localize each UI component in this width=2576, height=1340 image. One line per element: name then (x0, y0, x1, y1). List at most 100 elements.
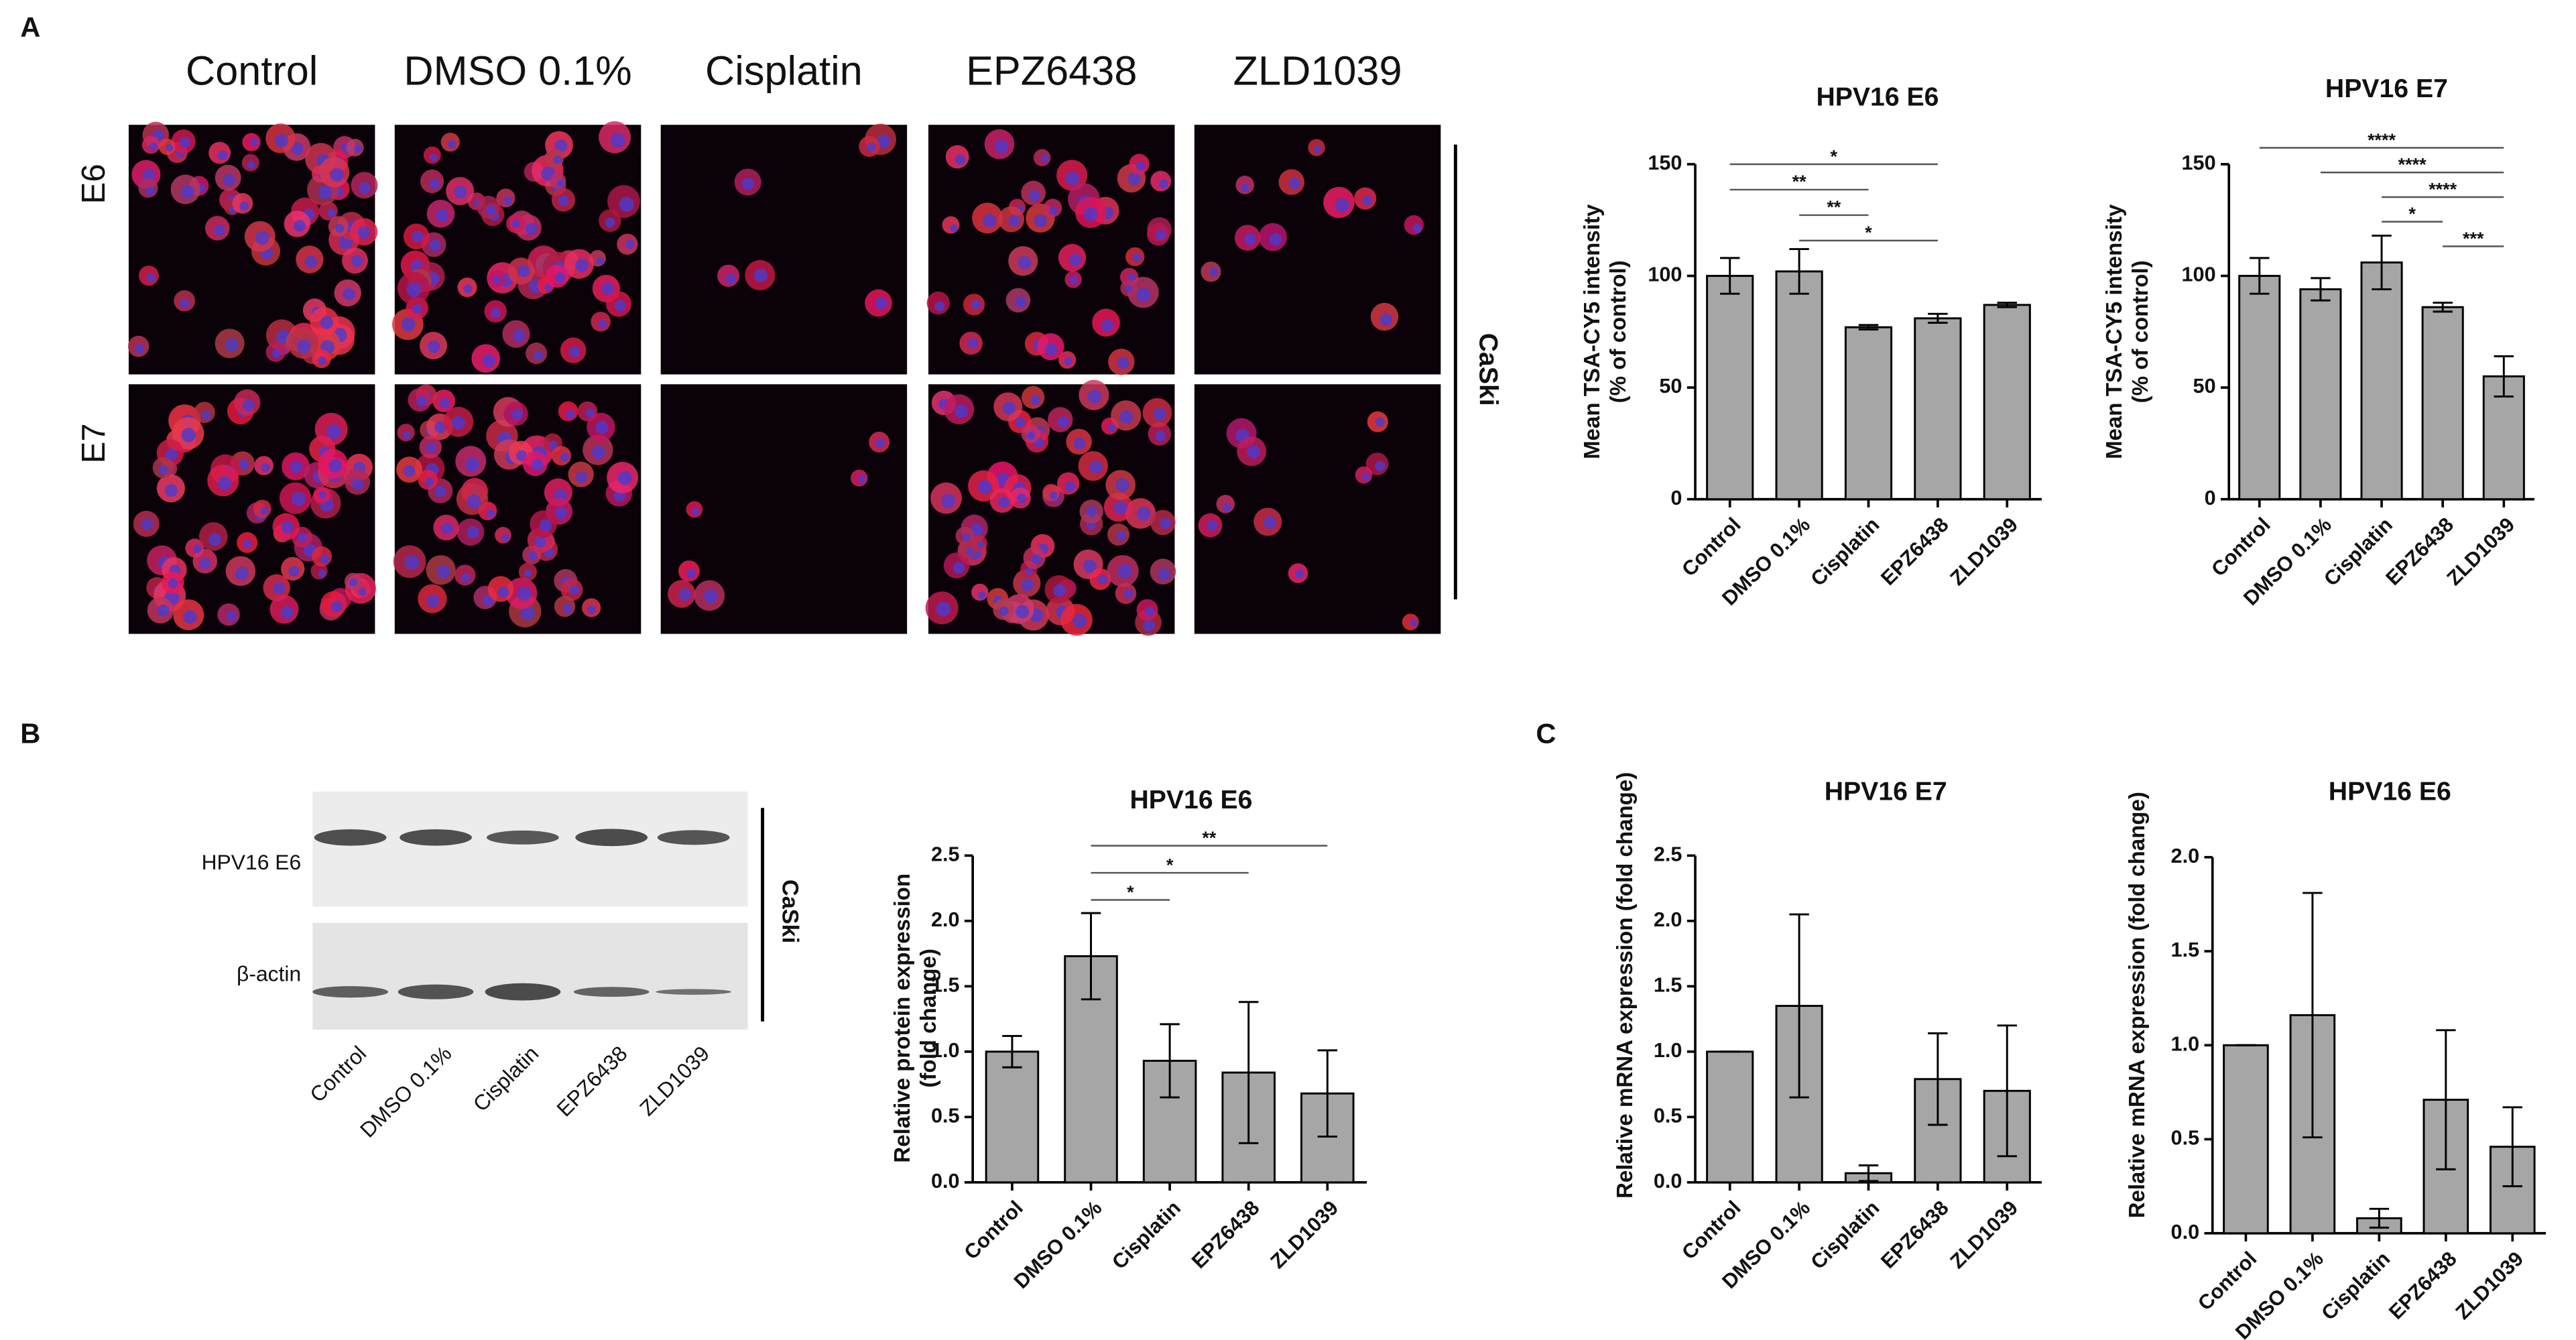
nucleus (1156, 230, 1166, 241)
column-header: DMSO 0.1% (404, 48, 631, 93)
nucleus (1097, 574, 1107, 585)
nucleus (1136, 507, 1151, 521)
nucleus (1018, 255, 1032, 269)
nucleus (235, 566, 249, 581)
significance-label: * (1166, 855, 1174, 875)
nucleus (1030, 395, 1041, 406)
chart-title: HPV16 E7 (2325, 74, 2448, 103)
band-label: HPV16 E6 (202, 850, 302, 874)
nucleus (1241, 183, 1249, 192)
nucleus (1375, 417, 1385, 427)
nucleus (1207, 520, 1218, 531)
nucleus (617, 471, 632, 485)
nucleus (1269, 233, 1282, 246)
nucleus (250, 138, 259, 147)
nucleus (359, 182, 371, 194)
nucleus (1116, 530, 1127, 541)
nucleus (1114, 501, 1127, 515)
nucleus (1115, 478, 1129, 492)
blot-band (575, 829, 648, 847)
nucleus (1021, 578, 1034, 591)
nucleus (291, 491, 306, 507)
nucleus (596, 257, 604, 265)
nucleus (281, 521, 294, 534)
cell-line-label: CaSki (1474, 333, 1503, 406)
error-bar (2502, 1106, 2522, 1188)
nucleus (180, 185, 194, 198)
cell (549, 172, 566, 190)
nucleus (296, 339, 311, 354)
micrograph (926, 125, 1175, 375)
nucleus (556, 180, 565, 188)
y-tick-label: 1.5 (2171, 938, 2200, 961)
nucleus (953, 562, 965, 574)
nucleus (429, 239, 441, 251)
nucleus (351, 255, 363, 267)
nucleus (501, 534, 509, 542)
nucleus (483, 595, 494, 606)
nucleus (238, 459, 249, 471)
nucleus (876, 134, 891, 149)
nucleus (1083, 206, 1098, 221)
nucleus (201, 410, 211, 420)
nucleus (217, 476, 232, 491)
nucleus (326, 424, 341, 440)
nucleus (183, 609, 197, 624)
band-label: β-actin (237, 962, 301, 986)
row-label: E7 (76, 423, 112, 463)
nucleus (511, 409, 524, 420)
row-label: E6 (76, 164, 112, 204)
nucleus (555, 507, 567, 520)
nucleus (428, 341, 440, 353)
significance-label: **** (2398, 155, 2427, 175)
micrograph (127, 121, 378, 375)
nucleus (352, 479, 364, 491)
nucleus (575, 258, 589, 272)
significance-label: ** (1792, 172, 1806, 192)
micrograph (128, 384, 376, 634)
blot-band (312, 986, 389, 998)
y-tick-label: 1.0 (2171, 1032, 2200, 1055)
nucleus (334, 223, 345, 233)
bar (1775, 270, 1823, 501)
blot-band (397, 984, 474, 999)
column-header: EPZ6438 (966, 48, 1137, 93)
nucleus (255, 231, 269, 245)
column-header: ZLD1039 (1233, 48, 1402, 93)
significance-label: * (1865, 223, 1872, 243)
nucleus (1065, 481, 1076, 492)
error-bar (1928, 312, 1948, 324)
bar (1983, 304, 2031, 501)
error-bar (1081, 912, 1101, 1001)
nucleus (1223, 503, 1231, 511)
nucleus (1101, 319, 1114, 332)
nucleus (463, 284, 473, 294)
nucleus (691, 507, 699, 515)
nucleus (166, 143, 174, 151)
nucleus (290, 142, 304, 156)
column-header: Control (186, 48, 318, 93)
nucleus (1160, 517, 1172, 530)
nucleus (441, 522, 453, 535)
error-bar (1997, 302, 2017, 308)
nucleus (1064, 357, 1072, 365)
nucleus (558, 195, 569, 206)
error-bar (2250, 257, 2270, 295)
bar (1706, 1050, 1754, 1184)
nucleus (619, 196, 634, 212)
panel-letter: B (20, 717, 40, 749)
micrograph (391, 121, 641, 375)
nucleus (199, 558, 211, 569)
nucleus (179, 137, 191, 148)
nucleus (955, 404, 969, 418)
nucleus (548, 440, 558, 450)
nucleus (553, 156, 562, 165)
nucleus (271, 349, 281, 359)
nucleus (742, 178, 755, 190)
nucleus (1086, 506, 1097, 517)
bar (2299, 288, 2342, 501)
nucleus (1044, 343, 1058, 356)
nucleus (412, 231, 424, 243)
nucleus (686, 568, 696, 578)
nucleus (239, 201, 249, 211)
